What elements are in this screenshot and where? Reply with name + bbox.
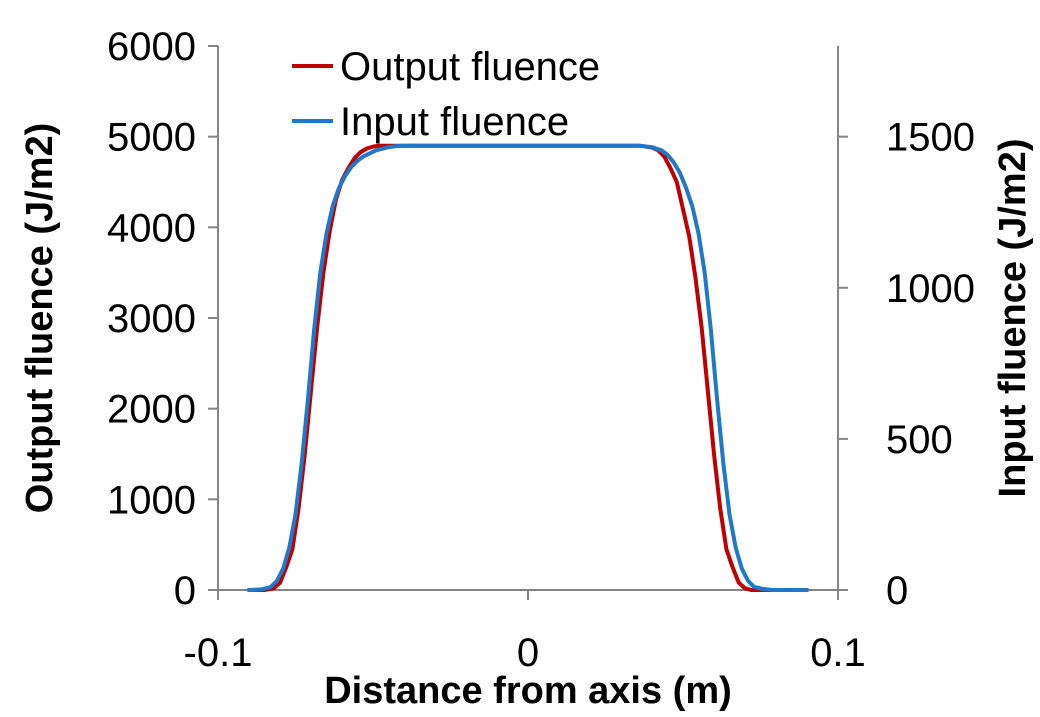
- x-tick-label: 0: [517, 631, 539, 675]
- y-tick-label-left: 3000: [107, 297, 196, 341]
- y-axis-title-right: Input fluence (J/m2): [992, 139, 1034, 498]
- y-tick-label-left: 0: [174, 569, 196, 613]
- x-axis-title: Distance from axis (m): [324, 670, 732, 712]
- y-tick-label-left: 6000: [107, 25, 196, 69]
- y-tick-label-left: 2000: [107, 388, 196, 432]
- x-tick-label: -0.1: [184, 631, 253, 675]
- axis-titles: Distance from axis (m) Output fluence (J…: [19, 123, 1034, 712]
- legend: Output fluence Input fluence: [292, 45, 600, 144]
- legend-label-output-fluence: Output fluence: [340, 45, 600, 89]
- y-tick-label-left: 5000: [107, 116, 196, 160]
- y-tick-label-left: 4000: [107, 206, 196, 250]
- input-fluence-line: [247, 143, 809, 592]
- y-axis-title-left: Output fluence (J/m2): [19, 123, 61, 514]
- legend-label-input-fluence: Input fluence: [340, 100, 569, 144]
- y-tick-label-right: 0: [886, 569, 908, 613]
- y-tick-label-right: 1000: [886, 267, 975, 311]
- y-tick-label-right: 1500: [886, 116, 975, 160]
- x-tick-label: 0.1: [810, 631, 866, 675]
- y-tick-label-right: 500: [886, 418, 953, 462]
- series-layer: [247, 143, 809, 592]
- axes-layer: 0 1000 2000 3000 4000 5000 6000 0 500 1000 1500 -0.…: [107, 25, 975, 675]
- y-tick-label-left: 1000: [107, 478, 196, 522]
